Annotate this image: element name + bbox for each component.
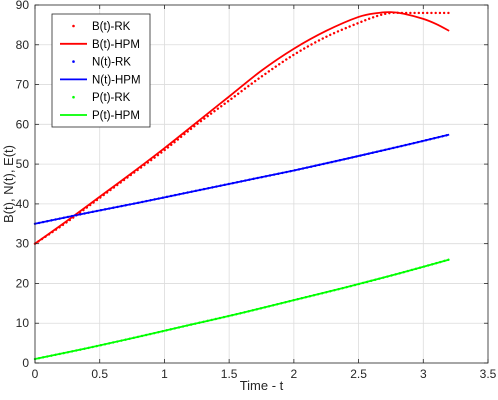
legend: B(t)-RK B(t)-HPM N(t)-RK N(t)-HPM P(t)-RK P(t… xyxy=(51,13,151,128)
plot-frame xyxy=(34,4,489,364)
legend-entry-label: N(t)-HPM xyxy=(92,74,141,86)
y-axis-label: B(t), N(t), E(t) xyxy=(1,145,16,223)
x-tick-label: 0 xyxy=(32,367,39,381)
y-tick-label: 30 xyxy=(16,237,30,251)
legend-entry-label: B(t)-RK xyxy=(92,21,131,33)
legend-entry-label: P(t)-HPM xyxy=(92,110,140,122)
x-tick-label: 1.5 xyxy=(221,367,238,381)
series-line-p-t-rk xyxy=(33,258,451,361)
legend-entry-label: N(t)-RK xyxy=(92,57,131,69)
x-tick-label: 0.5 xyxy=(91,367,108,381)
y-tick-label: 80 xyxy=(16,38,30,52)
x-tick-label: 1 xyxy=(161,367,168,381)
y-tick-label: 70 xyxy=(16,78,30,92)
legend-box xyxy=(51,13,151,128)
y-tick-label: 0 xyxy=(22,356,29,370)
x-axis-label: Time - t xyxy=(240,378,284,393)
legend-swatch-dot xyxy=(72,60,75,63)
axis-ticks: 0 0.5 1 1.5 2 2.5 3 3.5 0 10 20 30 40 50 60 70 80 90 xyxy=(16,0,497,381)
y-tick-label: 60 xyxy=(16,117,30,131)
legend-entry-label: P(t)-RK xyxy=(92,92,131,104)
series-line-n-t-rk xyxy=(33,133,451,225)
x-tick-label: 3 xyxy=(420,367,427,381)
series-layer xyxy=(33,11,451,361)
x-tick-label: 3.5 xyxy=(480,367,497,381)
series-line-b-t-hpm xyxy=(34,11,450,245)
legend-swatch-dot xyxy=(72,24,75,28)
legend-entry-label: B(t)-HPM xyxy=(92,39,140,51)
series-line-b-t-rk xyxy=(33,11,451,245)
y-tick-label: 40 xyxy=(16,197,30,211)
legend-swatch-dot xyxy=(72,95,75,99)
y-tick-label: 20 xyxy=(16,276,30,290)
x-tick-label: 2.5 xyxy=(350,367,367,381)
y-tick-label: 10 xyxy=(16,316,30,330)
y-tick-label: 50 xyxy=(16,157,30,171)
x-tick-label: 2 xyxy=(291,367,298,381)
y-tick-label: 90 xyxy=(16,0,30,12)
